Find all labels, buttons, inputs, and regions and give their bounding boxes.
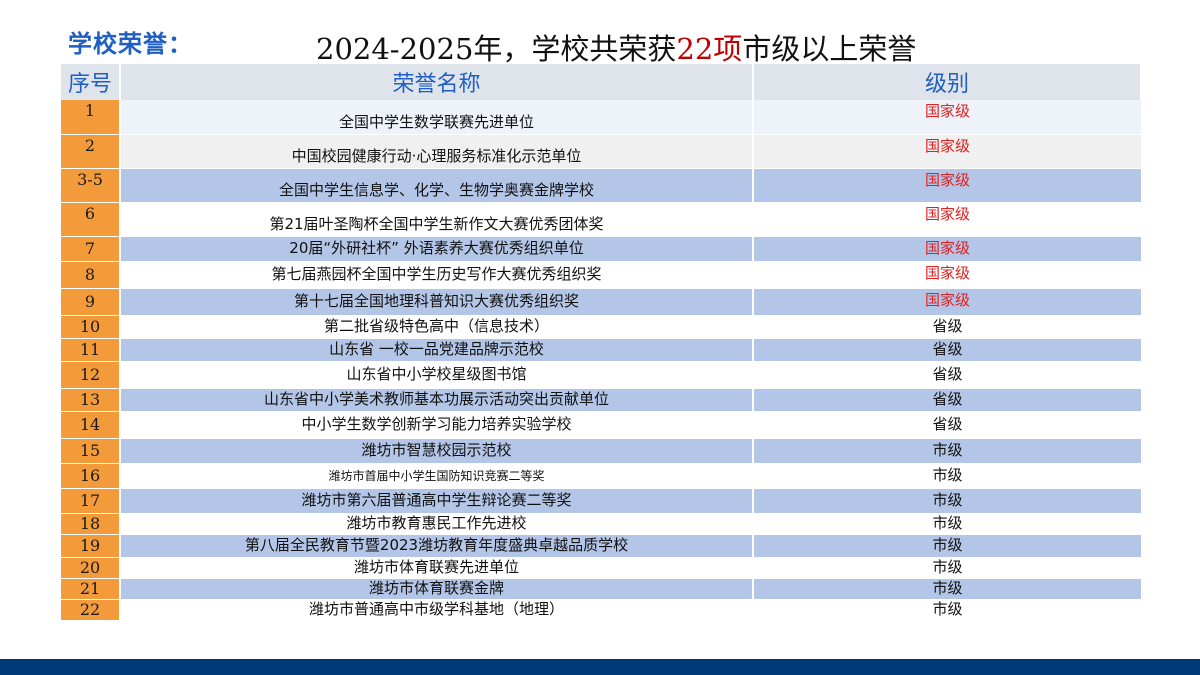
table-row: 3-5 全国中学生信息学、化学、生物学奥赛金牌学校 国家级 [61, 168, 1141, 203]
table-row: 11 山东省 一校一品党建品牌示范校 省级 [61, 338, 1141, 362]
footer-bar [0, 659, 1200, 675]
row-number: 7 [61, 236, 121, 262]
column-header-number: 序号 [61, 64, 121, 100]
row-number: 10 [61, 315, 121, 339]
row-number: 8 [61, 261, 121, 289]
honor-name: 潍坊市第六届普通高中学生辩论赛二等奖 [120, 488, 754, 514]
table-row: 7 20届“外研社杯” 外语素养大赛优秀组织单位 国家级 [61, 236, 1141, 262]
table-body: 1 全国中学生数学联赛先进单位 国家级 2 中国校园健康行动·心理服务标准化示范单位 国家… [61, 100, 1141, 621]
honor-level: 市级 [753, 463, 1141, 489]
honor-level: 国家级 [753, 288, 1141, 316]
section-label: 学校荣誉： [68, 30, 193, 58]
honors-table: 序号 荣誉名称 级别 1 全国中学生数学联赛先进单位 国家级 2 中国校园健康行动·心理… [61, 64, 1142, 621]
table-row: 16 潍坊市首届中小学生国防知识竞赛二等奖 市级 [61, 463, 1141, 489]
honor-level: 国家级 [753, 168, 1141, 203]
row-number: 19 [61, 534, 121, 558]
honor-level: 国家级 [753, 202, 1141, 237]
honor-level: 国家级 [753, 100, 1141, 135]
row-number: 22 [61, 599, 121, 621]
honor-level: 市级 [753, 488, 1141, 514]
honor-level: 省级 [753, 315, 1141, 339]
table-row: 12 山东省中小学校星级图书馆 省级 [61, 361, 1141, 389]
table-row: 1 全国中学生数学联赛先进单位 国家级 [61, 100, 1141, 135]
row-number: 17 [61, 488, 121, 514]
honor-name: 山东省中小学美术教师基本功展示活动突出贡献单位 [120, 388, 754, 412]
title-count: 22项 [676, 32, 743, 66]
honor-name: 第八届全民教育节暨2023潍坊教育年度盛典卓越品质学校 [120, 534, 754, 558]
row-number: 3-5 [61, 168, 121, 203]
honor-level: 市级 [753, 557, 1141, 579]
honor-level: 国家级 [753, 134, 1141, 169]
row-number: 9 [61, 288, 121, 316]
table-row: 6 第21届叶圣陶杯全国中学生新作文大赛优秀团体奖 国家级 [61, 202, 1141, 237]
row-number: 14 [61, 411, 121, 439]
honor-name: 潍坊市智慧校园示范校 [120, 438, 754, 464]
table-row: 10 第二批省级特色高中（信息技术） 省级 [61, 315, 1141, 339]
table-row: 15 潍坊市智慧校园示范校 市级 [61, 438, 1141, 464]
row-number: 18 [61, 513, 121, 535]
row-number: 21 [61, 578, 121, 600]
honor-name: 潍坊市普通高中市级学科基地（地理） [120, 599, 754, 621]
honor-level: 市级 [753, 438, 1141, 464]
honor-name: 潍坊市体育联赛金牌 [120, 578, 754, 600]
table-row: 22 潍坊市普通高中市级学科基地（地理） 市级 [61, 599, 1141, 621]
honor-level: 省级 [753, 361, 1141, 389]
honor-name: 全国中学生信息学、化学、生物学奥赛金牌学校 [120, 168, 754, 203]
honor-name: 全国中学生数学联赛先进单位 [120, 100, 754, 135]
row-number: 11 [61, 338, 121, 362]
column-header-name: 荣誉名称 [120, 64, 754, 100]
row-number: 1 [61, 100, 121, 135]
table-header-row: 序号 荣誉名称 级别 [61, 64, 1142, 100]
honor-name: 中小学生数学创新学习能力培养实验学校 [120, 411, 754, 439]
honor-level: 市级 [753, 578, 1141, 600]
row-number: 16 [61, 463, 121, 489]
table-row: 18 潍坊市教育惠民工作先进校 市级 [61, 513, 1141, 535]
honor-level: 省级 [753, 388, 1141, 412]
table-row: 17 潍坊市第六届普通高中学生辩论赛二等奖 市级 [61, 488, 1141, 514]
table-row: 19 第八届全民教育节暨2023潍坊教育年度盛典卓越品质学校 市级 [61, 534, 1141, 558]
row-number: 15 [61, 438, 121, 464]
row-number: 6 [61, 202, 121, 237]
title-prefix: 2024-2025年，学校共荣获 [316, 32, 677, 66]
honor-name: 山东省 一校一品党建品牌示范校 [120, 338, 754, 362]
table-row: 2 中国校园健康行动·心理服务标准化示范单位 国家级 [61, 134, 1141, 169]
honor-name: 第十七届全国地理科普知识大赛优秀组织奖 [120, 288, 754, 316]
honor-name: 潍坊市体育联赛先进单位 [120, 557, 754, 579]
honor-name: 第二批省级特色高中（信息技术） [120, 315, 754, 339]
honor-name: 中国校园健康行动·心理服务标准化示范单位 [120, 134, 754, 169]
row-number: 20 [61, 557, 121, 579]
row-number: 13 [61, 388, 121, 412]
honor-name: 山东省中小学校星级图书馆 [120, 361, 754, 389]
column-header-level: 级别 [753, 64, 1142, 100]
honor-level: 市级 [753, 599, 1141, 621]
honor-level: 市级 [753, 534, 1141, 558]
honor-name: 第七届燕园杯全国中学生历史写作大赛优秀组织奖 [120, 261, 754, 289]
honor-name: 潍坊市首届中小学生国防知识竞赛二等奖 [120, 463, 754, 489]
table-row: 14 中小学生数学创新学习能力培养实验学校 省级 [61, 411, 1141, 439]
table-row: 9 第十七届全国地理科普知识大赛优秀组织奖 国家级 [61, 288, 1141, 316]
table-row: 20 潍坊市体育联赛先进单位 市级 [61, 557, 1141, 579]
table-row: 8 第七届燕园杯全国中学生历史写作大赛优秀组织奖 国家级 [61, 261, 1141, 289]
row-number: 12 [61, 361, 121, 389]
honor-level: 市级 [753, 513, 1141, 535]
honor-name: 20届“外研社杯” 外语素养大赛优秀组织单位 [120, 236, 754, 262]
honor-level: 国家级 [753, 261, 1141, 289]
page-title: 2024-2025年，学校共荣获22项市级以上荣誉 [316, 26, 916, 68]
honor-name: 第21届叶圣陶杯全国中学生新作文大赛优秀团体奖 [120, 202, 754, 237]
honor-level: 省级 [753, 338, 1141, 362]
honor-name: 潍坊市教育惠民工作先进校 [120, 513, 754, 535]
honor-level: 国家级 [753, 236, 1141, 262]
title-suffix: 市级以上荣誉 [742, 32, 917, 66]
table-row: 13 山东省中小学美术教师基本功展示活动突出贡献单位 省级 [61, 388, 1141, 412]
table-row: 21 潍坊市体育联赛金牌 市级 [61, 578, 1141, 600]
honor-level: 省级 [753, 411, 1141, 439]
row-number: 2 [61, 134, 121, 169]
